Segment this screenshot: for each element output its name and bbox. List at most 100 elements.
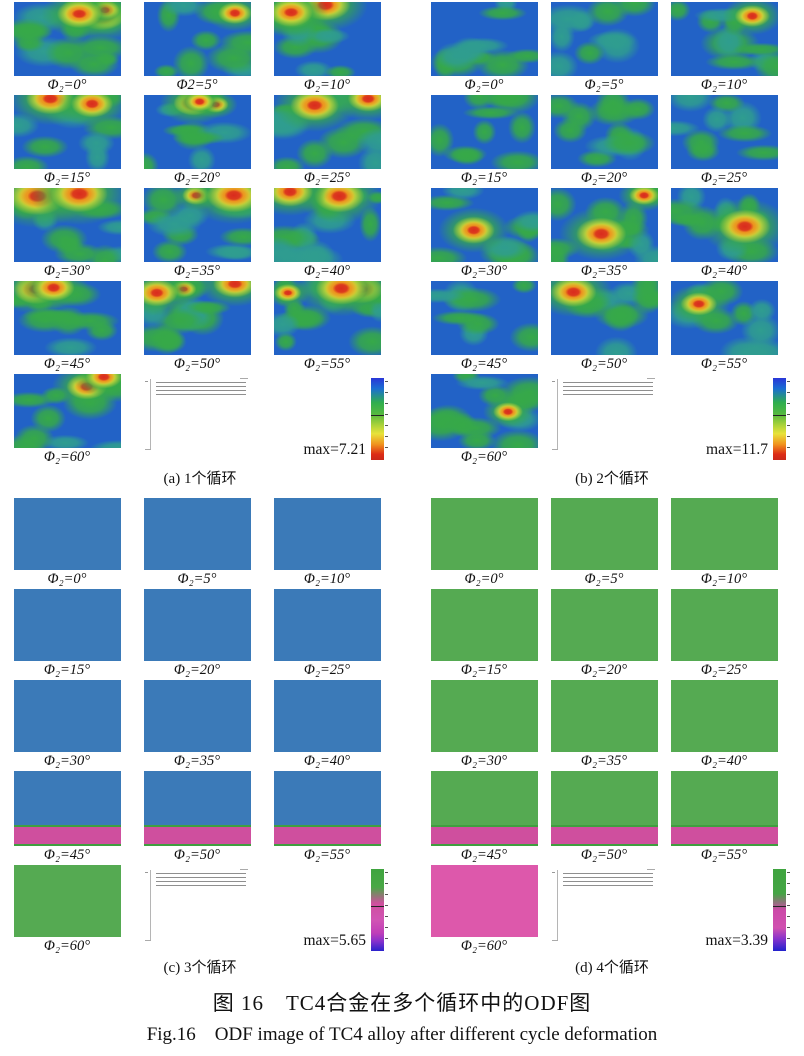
odf-cell: Φ₂=15° (424, 589, 544, 680)
legend-tick (647, 378, 655, 379)
odf-cell: Φ₂=35° (132, 188, 262, 281)
phi-label: Φ₂=40° (700, 753, 748, 769)
odf-cell: Φ₂=40° (664, 188, 784, 281)
odf-map (670, 281, 778, 355)
odf-map (550, 498, 658, 570)
figure-caption-en: Fig.16 ODF image of TC4 alloy after diff… (146, 1024, 658, 1045)
phi-label: Φ₂=5° (584, 571, 624, 587)
odf-row: Φ₂=45° Φ₂=50° Φ₂=55° (2, 771, 398, 865)
odf-cell: Φ₂=20° (544, 95, 664, 188)
odf-cell: Φ₂=50° (132, 771, 262, 865)
odf-row: Φ₂=15° Φ₂=20° Φ₂=25° (2, 589, 398, 680)
phi-label: Φ₂=25° (700, 662, 748, 678)
panel-caption: (b) 2个循环 (575, 471, 649, 487)
odf-map (430, 498, 538, 570)
odf-cell: Φ₂=25° (262, 95, 392, 188)
odf-strip (273, 825, 381, 846)
odf-cell: Φ₂=55° (664, 281, 784, 374)
phi-label: Φ₂=60° (43, 449, 91, 465)
odf-strip (670, 825, 778, 846)
odf-cell: Φ₂=60° (2, 374, 132, 467)
odf-map (670, 188, 778, 262)
odf-cell: Φ₂=20° (132, 95, 262, 188)
colorbar-zone: max=5.65 (262, 865, 398, 951)
odf-cell: Φ₂=40° (262, 680, 392, 771)
panel-d: Φ₂=0° Φ₂=5° Φ₂=10° Φ₂=15° Φ₂=20° Φ₂=25° Φ₂=30°… (398, 498, 800, 979)
odf-strip (13, 825, 121, 846)
phi-label: Φ₂=10° (700, 77, 748, 93)
legend-axis-line (150, 870, 151, 941)
odf-cell: Φ₂=0° (2, 498, 132, 589)
odf-map (430, 188, 538, 262)
contour-level-legend (548, 376, 660, 454)
panel-a: Φ₂=0° Φ2=5° Φ₂=10° Φ₂=15° Φ₂=20° Φ₂=25° Φ₂=30°… (0, 2, 398, 490)
odf-map (143, 680, 251, 752)
odf-map (550, 95, 658, 169)
phi-label: Φ₂=20° (580, 170, 628, 186)
phi-label: Φ₂=15° (460, 170, 508, 186)
phi-label: Φ₂=35° (173, 263, 221, 279)
phi-label: Φ₂=0° (47, 571, 87, 587)
odf-cell: Φ₂=45° (424, 281, 544, 374)
odf-cell: Φ₂=55° (262, 281, 392, 374)
phi-label: Φ₂=45° (43, 847, 91, 863)
odf-map (13, 95, 121, 169)
odf-map (430, 865, 538, 937)
phi-label: Φ₂=25° (303, 170, 351, 186)
phi-label: Φ₂=55° (700, 356, 748, 372)
odf-cell: Φ₂=50° (132, 281, 262, 374)
odf-map (143, 589, 251, 661)
odf-row: Φ₂=30° Φ₂=35° Φ₂=40° (424, 188, 800, 281)
legend-axis-line (557, 870, 558, 941)
phi-label: Φ₂=5° (177, 571, 217, 587)
odf-cell: Φ₂=40° (262, 188, 392, 281)
odf-map (273, 95, 381, 169)
odf-cell: Φ₂=45° (2, 281, 132, 374)
odf-cell: Φ₂=35° (132, 680, 262, 771)
odf-cell: Φ₂=10° (262, 498, 392, 589)
odf-cell: Φ₂=5° (544, 498, 664, 589)
odf-row: Φ₂=45° Φ₂=50° Φ₂=55° (2, 281, 398, 374)
odf-map (430, 281, 538, 355)
odf-map (273, 589, 381, 661)
odf-map (13, 188, 121, 262)
odf-row: Φ₂=30° Φ₂=35° Φ₂=40° (424, 680, 800, 771)
top-panels-row: Φ₂=0° Φ2=5° Φ₂=10° Φ₂=15° Φ₂=20° Φ₂=25° Φ₂=30°… (0, 0, 804, 490)
odf-cell: Φ₂=30° (424, 188, 544, 281)
odf-map (430, 771, 538, 825)
phi-label: Φ₂=25° (700, 170, 748, 186)
phi-label: Φ₂=30° (43, 753, 91, 769)
odf-map (550, 589, 658, 661)
legend-tick (145, 449, 151, 450)
odf-map (550, 188, 658, 262)
colorbar-zone: max=3.39 (664, 865, 800, 951)
odf-final-row: Φ₂=60° max=3.39 (424, 865, 800, 956)
phi-label: Φ₂=45° (460, 847, 508, 863)
panel-caption: (a) 1个循环 (163, 471, 237, 487)
odf-cell: Φ₂=20° (132, 589, 262, 680)
phi-label: Φ₂=60° (460, 449, 508, 465)
odf-cell: Φ₂=30° (2, 188, 132, 281)
phi-label: Φ₂=55° (303, 356, 351, 372)
phi-label: Φ₂=35° (580, 753, 628, 769)
odf-cell: Φ₂=50° (544, 771, 664, 865)
phi-label: Φ2=5° (176, 77, 218, 93)
odf-map (670, 95, 778, 169)
odf-row: Φ₂=0° Φ₂=5° Φ₂=10° (424, 498, 800, 589)
phi-label: Φ₂=40° (700, 263, 748, 279)
odf-cell: Φ₂=40° (664, 680, 784, 771)
panel-b: Φ₂=0° Φ₂=5° Φ₂=10° Φ₂=15° Φ₂=20° Φ₂=25° Φ₂=30°… (398, 2, 800, 490)
figure-caption-zh: 图 16 TC4合金在多个循环中的ODF图 (212, 991, 592, 1015)
legend-tick (552, 872, 555, 873)
phi-label: Φ₂=55° (700, 847, 748, 863)
odf-map (670, 589, 778, 661)
odf-cell: Φ₂=35° (544, 680, 664, 771)
odf-strip (550, 825, 658, 846)
odf-map (273, 771, 381, 825)
panel-c: Φ₂=0° Φ₂=5° Φ₂=10° Φ₂=15° Φ₂=20° Φ₂=25° Φ₂=30°… (0, 498, 398, 979)
phi-label: Φ₂=55° (303, 847, 351, 863)
odf-map (670, 680, 778, 752)
legend-axis-line (557, 379, 558, 450)
phi-label: Φ₂=10° (700, 571, 748, 587)
